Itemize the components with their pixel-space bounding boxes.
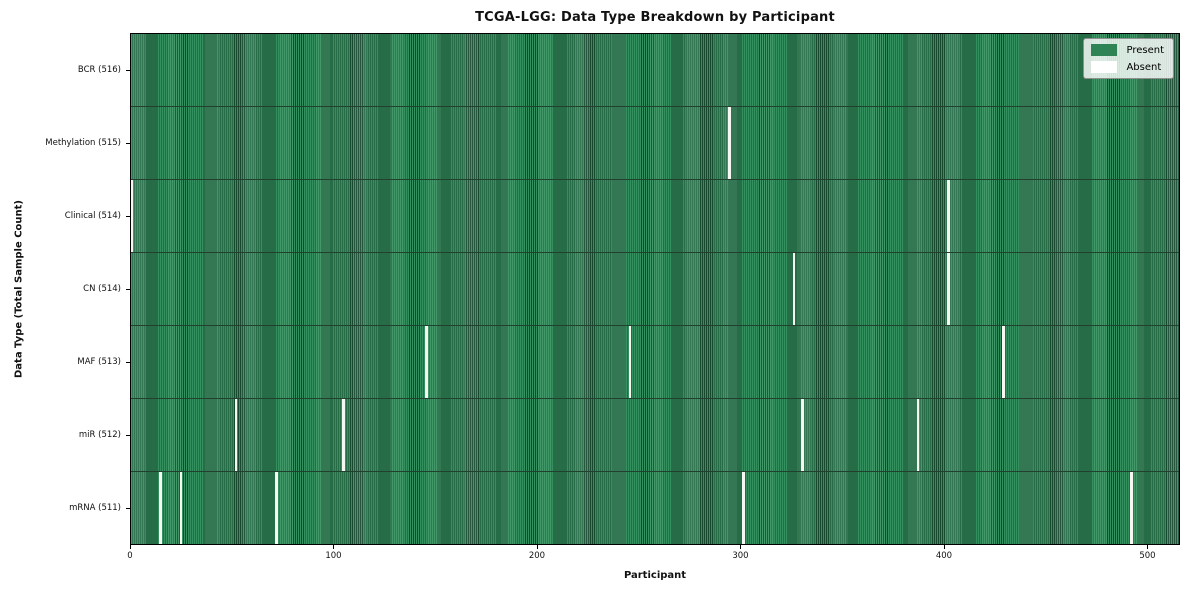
absent-marker <box>179 472 183 544</box>
absent-marker <box>793 253 796 325</box>
legend-label: Absent <box>1126 61 1162 73</box>
heatmap-row-miR <box>131 398 1179 471</box>
heatmap-row-mRNA <box>131 471 1179 544</box>
x-axis-label: Participant <box>623 570 687 581</box>
legend: Present Absent <box>1083 38 1174 79</box>
y-tick-mark <box>126 69 130 71</box>
x-tick-mark <box>1147 545 1149 549</box>
y-tick-label: MAF (513) <box>77 357 121 368</box>
heatmap-row-MAF <box>131 325 1179 398</box>
absent-marker <box>742 472 745 544</box>
absent-marker <box>917 399 920 471</box>
y-tick-label: CN (514) <box>83 284 121 294</box>
y-tick-label: BCR (516) <box>77 64 121 75</box>
x-tick-label: 300 <box>732 551 749 561</box>
y-tick-mark <box>126 435 130 437</box>
heatmap-row-Clinical <box>131 179 1179 252</box>
y-tick-mark <box>126 508 130 510</box>
x-tick-label: 0 <box>127 551 133 561</box>
y-tick-mark <box>126 289 130 290</box>
x-tick-label: 400 <box>935 551 953 561</box>
legend-label: Present <box>1126 44 1164 56</box>
absent-marker <box>425 326 428 398</box>
y-tick-label: mRNA (511) <box>69 503 121 514</box>
x-tick-mark <box>333 545 335 549</box>
chart-title: TCGA-LGG: Data Type Breakdown by Partici… <box>475 10 835 25</box>
x-tick-mark <box>130 545 131 549</box>
heatmap-row-CN <box>131 252 1179 325</box>
y-tick-label: Methylation (515) <box>45 137 121 148</box>
absent-marker <box>131 180 134 252</box>
y-tick-mark <box>126 362 130 364</box>
x-tick-label: 200 <box>528 551 546 561</box>
absent-marker <box>342 399 345 471</box>
absent-marker <box>234 399 237 471</box>
y-tick-label: miR (512) <box>78 430 121 441</box>
legend-swatch-absent <box>1091 61 1118 73</box>
x-tick-mark <box>536 545 538 549</box>
heatmap-row-Methylation <box>131 106 1179 179</box>
legend-swatch-present <box>1091 44 1118 56</box>
absent-marker <box>728 107 731 179</box>
absent-marker <box>628 326 631 398</box>
absent-marker <box>275 472 278 544</box>
y-tick-mark <box>126 215 130 217</box>
x-tick-label: 100 <box>325 551 342 561</box>
plot-area: Present Absent <box>130 33 1180 545</box>
absent-marker <box>1130 472 1133 544</box>
absent-marker <box>947 253 950 325</box>
x-tick-mark <box>943 545 945 549</box>
absent-marker <box>159 472 162 544</box>
heatmap-rows <box>131 34 1179 544</box>
absent-marker <box>1002 326 1005 398</box>
x-tick-label: 500 <box>1139 551 1156 561</box>
x-tick-mark <box>740 545 742 549</box>
legend-item-present: Present <box>1091 44 1164 56</box>
y-tick-mark <box>126 142 130 144</box>
absent-marker <box>801 399 804 471</box>
y-tick-label: Clinical (514) <box>64 210 121 221</box>
absent-marker <box>947 180 950 252</box>
legend-item-absent: Absent <box>1091 61 1164 73</box>
heatmap-row-BCR <box>131 34 1179 106</box>
